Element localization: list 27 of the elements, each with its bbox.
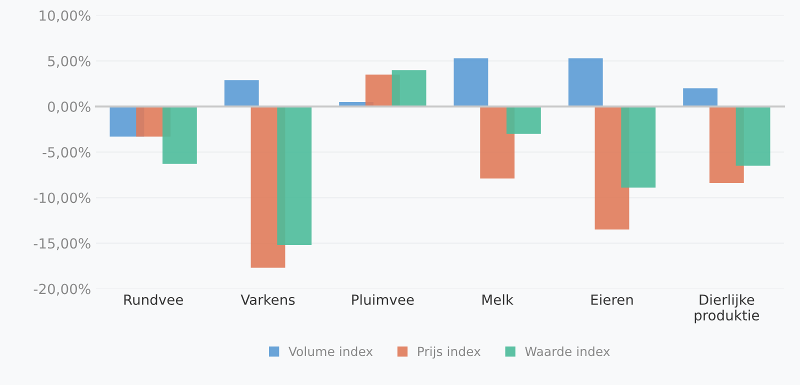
bar (621, 106, 656, 188)
x-tick-label: Pluimvee (352, 294, 414, 305)
x-tick-label: Rundvee (124, 294, 183, 305)
bar (454, 58, 488, 107)
y-tick-label: -20,00% (34, 284, 90, 296)
x-tick-label: Varkens (240, 294, 295, 305)
y-tick-label: -10,00% (34, 192, 90, 205)
bar (683, 88, 718, 107)
bar (736, 106, 770, 166)
x-tick-label: Dierlijke produktie (694, 294, 760, 324)
y-tick-label: 5,00% (48, 56, 90, 68)
y-tick-label: -5,00% (42, 147, 90, 159)
bar (392, 70, 426, 107)
bar (506, 106, 541, 134)
y-tick-label: 10,00% (40, 10, 90, 22)
bar (224, 80, 259, 107)
bar (568, 58, 603, 107)
legend-label: Prijs index (418, 346, 481, 359)
bar (277, 106, 312, 246)
legend-label: Volume index (288, 346, 373, 356)
y-tick-label: -15,00% (34, 238, 90, 250)
x-tick-label: Melk (482, 294, 514, 305)
bar (480, 106, 515, 178)
legend-label: Waarde index (525, 346, 610, 356)
y-tick-label: 0,00% (48, 101, 90, 114)
bar (162, 106, 197, 164)
x-tick-label: Eieren (591, 294, 633, 305)
